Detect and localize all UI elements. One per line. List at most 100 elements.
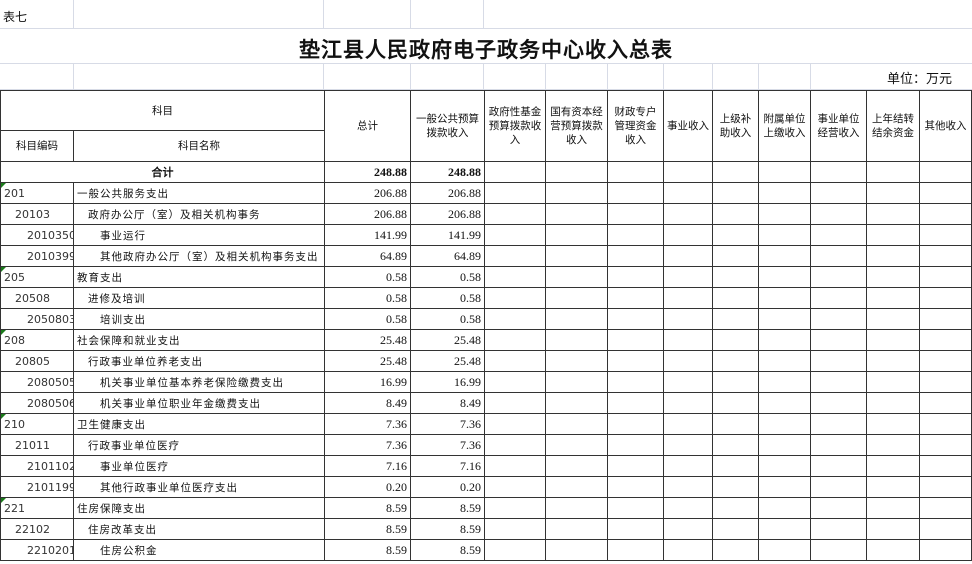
general-budget-cell: 8.59 (410, 539, 485, 561)
cell (607, 434, 664, 456)
header-gov-fund: 政府性基金预算拨款收入 (484, 90, 546, 162)
cell (919, 392, 972, 414)
cell (607, 413, 664, 435)
cell (810, 161, 867, 183)
cell (866, 434, 920, 456)
subject-code: 205 (0, 266, 74, 288)
subject-name: 住房改革支出 (73, 518, 325, 540)
table-row: 2050803 培训支出 0.58 0.58 (0, 308, 972, 330)
header-carryover: 上年结转结余资金 (866, 90, 920, 162)
cell (712, 476, 759, 498)
general-budget-cell: 8.49 (410, 392, 485, 414)
cell (810, 308, 867, 330)
cell (484, 413, 546, 435)
cell (712, 224, 759, 246)
cell (484, 392, 546, 414)
table-row: 208 社会保障和就业支出 25.48 25.48 (0, 329, 972, 351)
header-subject: 科目 (0, 90, 325, 131)
cell (866, 455, 920, 477)
total-cell: 7.36 (324, 434, 411, 456)
subject-name: 事业运行 (73, 224, 325, 246)
cell (919, 434, 972, 456)
total-amount: 248.88 (324, 161, 411, 183)
cell (810, 392, 867, 414)
cell (484, 224, 546, 246)
grid-line (73, 0, 74, 29)
cell (663, 182, 713, 204)
cell (484, 497, 546, 519)
grid-line (712, 64, 713, 90)
cell (866, 371, 920, 393)
cell (545, 455, 608, 477)
cell (758, 539, 811, 561)
cell (810, 518, 867, 540)
header-code: 科目编码 (0, 130, 74, 162)
cell (758, 476, 811, 498)
cell (810, 476, 867, 498)
cell (545, 476, 608, 498)
cell (919, 329, 972, 351)
cell (545, 392, 608, 414)
cell (866, 308, 920, 330)
cell (663, 476, 713, 498)
cell (484, 455, 546, 477)
general-budget-cell: 25.48 (410, 350, 485, 372)
cell (484, 308, 546, 330)
cell (919, 350, 972, 372)
total-cell: 16.99 (324, 371, 411, 393)
total-cell: 206.88 (324, 182, 411, 204)
grid-row (0, 64, 972, 90)
grid-line (810, 64, 811, 90)
total-cell: 7.36 (324, 413, 411, 435)
cell (607, 455, 664, 477)
table-row: 205 教育支出 0.58 0.58 (0, 266, 972, 288)
cell (663, 161, 713, 183)
cell (663, 455, 713, 477)
table-row: 20508 进修及培训 0.58 0.58 (0, 287, 972, 309)
cell (545, 539, 608, 561)
cell (758, 518, 811, 540)
total-label: 合计 (0, 161, 325, 183)
subject-code: 2080506 (0, 392, 74, 414)
total-cell: 25.48 (324, 350, 411, 372)
general-budget-cell: 0.20 (410, 476, 485, 498)
cell (919, 245, 972, 267)
cell (663, 518, 713, 540)
cell (712, 161, 759, 183)
subject-name: 一般公共服务支出 (73, 182, 325, 204)
cell (866, 266, 920, 288)
general-budget-cell: 7.36 (410, 413, 485, 435)
cell (663, 329, 713, 351)
table-row: 2210201 住房公积金 8.59 8.59 (0, 539, 972, 561)
cell (607, 497, 664, 519)
table-row: 2101199 其他行政事业单位医疗支出 0.20 0.20 (0, 476, 972, 498)
cell (484, 161, 546, 183)
cell (545, 329, 608, 351)
cell (810, 329, 867, 351)
subject-code: 2010350 (0, 224, 74, 246)
general-budget-cell: 25.48 (410, 329, 485, 351)
cell (758, 329, 811, 351)
grid-line (73, 64, 74, 90)
cell (919, 413, 972, 435)
cell (712, 518, 759, 540)
cell (758, 266, 811, 288)
cell (712, 413, 759, 435)
cell (919, 266, 972, 288)
cell (810, 413, 867, 435)
cell (484, 518, 546, 540)
cell (545, 203, 608, 225)
cell (919, 455, 972, 477)
cell (663, 350, 713, 372)
subject-code: 208 (0, 329, 74, 351)
cell (663, 539, 713, 561)
grid-line (483, 64, 484, 90)
cell (712, 287, 759, 309)
cell (484, 371, 546, 393)
sheet-label: 表七 (3, 10, 28, 24)
grid-line (410, 0, 411, 29)
grid-line (758, 64, 759, 90)
cell (712, 245, 759, 267)
subject-code: 22102 (0, 518, 74, 540)
subject-code: 21011 (0, 434, 74, 456)
